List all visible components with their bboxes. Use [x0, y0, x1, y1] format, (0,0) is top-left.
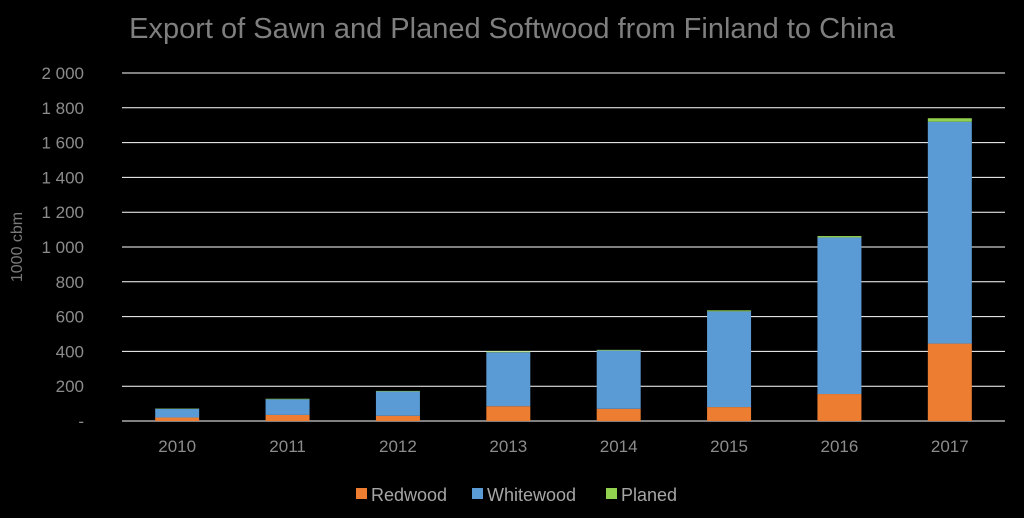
y-tick-label: -: [78, 412, 84, 431]
y-tick-label: 2 000: [41, 64, 84, 83]
y-axis-ticks: - 200 400 600 800 1 000 1 200 1 400 1 600 1 800 2 …: [41, 64, 84, 431]
bar-planed-2016: [817, 236, 862, 238]
legend-swatch: [606, 488, 617, 499]
bars: [155, 118, 972, 421]
x-tick-label: 2011: [269, 437, 306, 456]
bar-whitewood-2015: [707, 311, 752, 408]
x-tick-label: 2014: [600, 437, 638, 456]
x-tick-label: 2016: [821, 437, 859, 456]
bar-whitewood-2012: [375, 391, 420, 416]
bar-planed-2012: [375, 390, 420, 392]
y-tick-label: 600: [56, 308, 84, 327]
x-axis-ticks: 2010 2011 2012 2013 2014 2015 2016 2017: [158, 437, 968, 456]
legend-label: Whitewood: [487, 485, 576, 505]
gridlines: [122, 72, 1005, 422]
legend: Redwood Whitewood Planed: [356, 485, 677, 505]
x-tick-label: 2017: [931, 437, 969, 456]
y-tick-label: 800: [56, 273, 84, 292]
legend-label: Planed: [621, 485, 677, 505]
y-axis-label: 1000 cbm: [9, 212, 26, 282]
legend-label: Redwood: [371, 485, 447, 505]
bar-redwood-2017: [927, 343, 972, 421]
y-tick-label: 1 400: [41, 168, 84, 187]
bar-redwood-2013: [486, 406, 531, 421]
legend-item-redwood: Redwood: [356, 485, 447, 505]
bar-redwood-2016: [817, 394, 862, 421]
x-tick-label: 2010: [158, 437, 196, 456]
legend-swatch: [356, 488, 367, 499]
x-tick-label: 2012: [379, 437, 417, 456]
bar-planed-2015: [707, 310, 752, 312]
x-tick-label: 2013: [489, 437, 527, 456]
bar-redwood-2015: [707, 407, 752, 421]
bar-whitewood-2010: [155, 408, 200, 418]
bar-whitewood-2017: [927, 121, 972, 344]
legend-swatch: [472, 488, 483, 499]
bar-planed-2014: [596, 349, 641, 351]
y-tick-label: 200: [56, 377, 84, 396]
bar-planed-2011: [265, 398, 310, 400]
bar-redwood-2012: [375, 415, 420, 421]
legend-item-planed: Planed: [606, 485, 677, 505]
x-tick-label: 2015: [710, 437, 748, 456]
bar-redwood-2010: [155, 417, 200, 421]
bar-planed-2017: [927, 118, 972, 122]
chart-title: Export of Sawn and Planed Softwood from …: [129, 13, 896, 45]
bar-whitewood-2016: [817, 237, 862, 395]
y-tick-label: 1 800: [41, 99, 84, 118]
bar-redwood-2011: [265, 414, 310, 421]
bar-whitewood-2011: [265, 399, 310, 415]
legend-item-whitewood: Whitewood: [472, 485, 576, 505]
bar-planed-2013: [486, 351, 531, 353]
y-tick-label: 400: [56, 342, 84, 361]
y-tick-label: 1 000: [41, 238, 84, 257]
bar-whitewood-2014: [596, 350, 641, 409]
bar-whitewood-2013: [486, 352, 531, 407]
y-tick-label: 1 600: [41, 134, 84, 153]
bar-redwood-2014: [596, 408, 641, 421]
y-tick-label: 1 200: [41, 203, 84, 222]
